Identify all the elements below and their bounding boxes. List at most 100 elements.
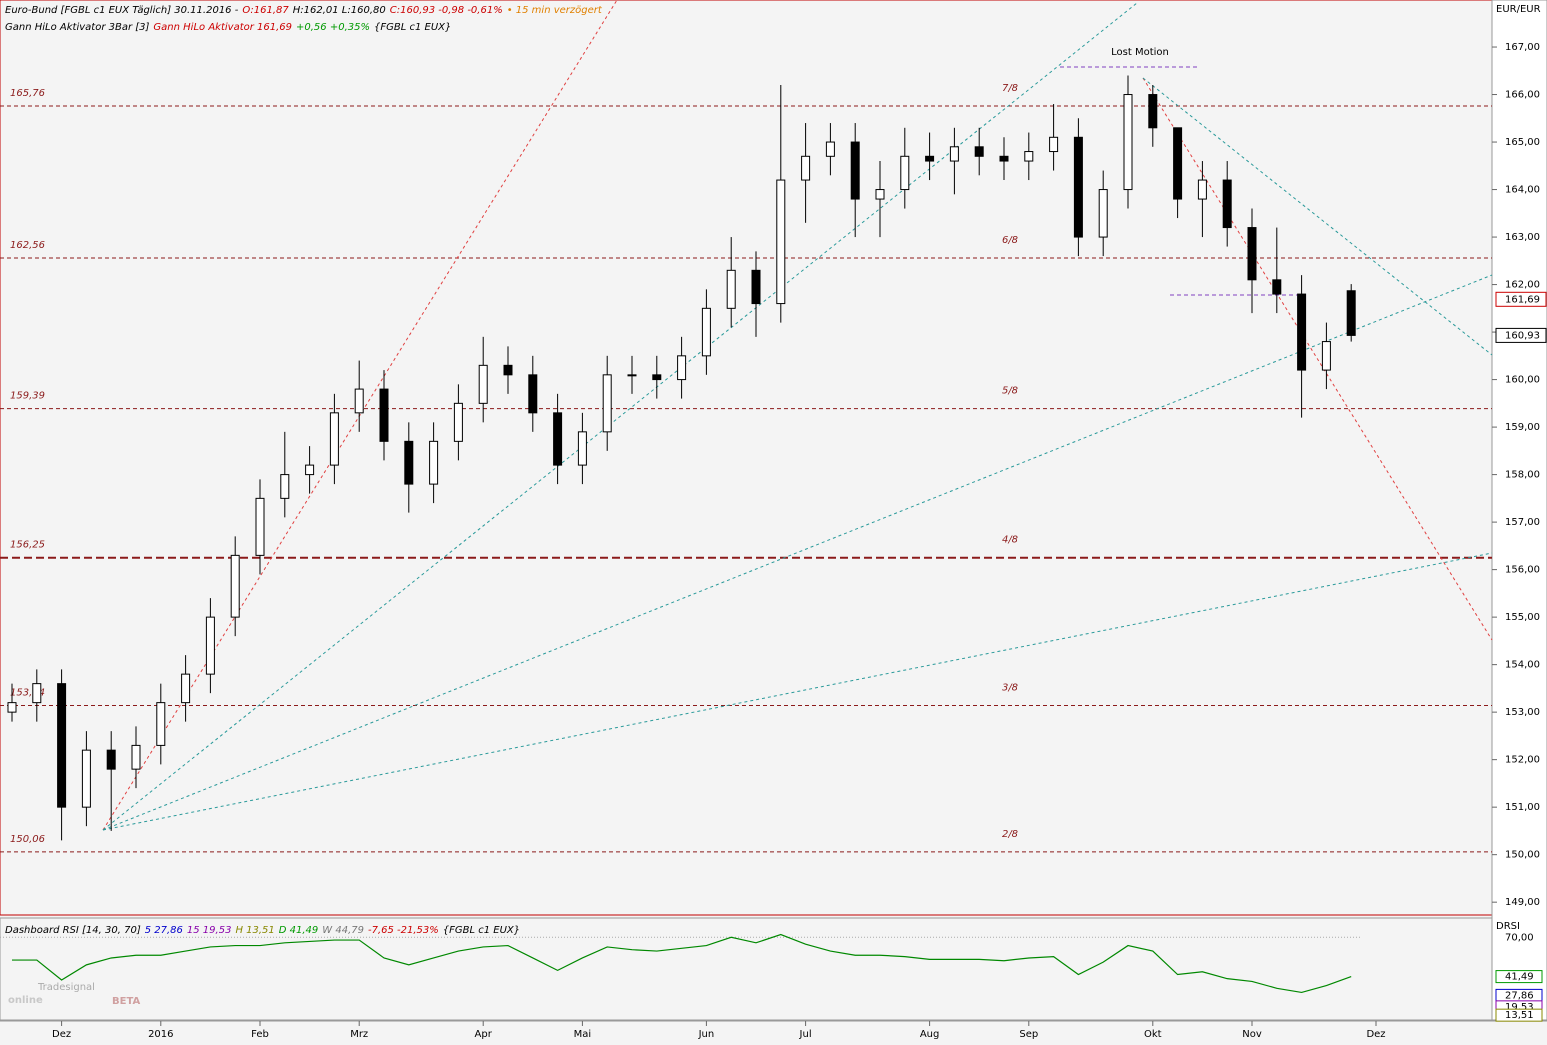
candle-body [329,412,339,466]
level-label: 162,56 [10,240,45,251]
candle-body [999,155,1009,162]
candle-body [974,146,984,157]
rsi-line [12,933,1352,994]
candle-body [726,269,736,309]
header-text: H 13,51 [235,925,275,936]
candle-body [1049,136,1059,153]
y-tick-label: 156,00 [1505,565,1540,576]
rsi-marker-label: 19,53 [1505,1002,1534,1013]
y-tick-label: 153,00 [1505,707,1540,718]
x-tick-label: Feb [251,1029,269,1040]
x-tick-label: Apr [475,1029,493,1040]
x-tick-label: Mai [574,1029,592,1040]
x-tick-label: Aug [920,1029,940,1040]
candle-body [1098,189,1108,238]
y-tick-label: 151,00 [1505,802,1540,813]
trend-line [1142,77,1493,641]
candle-body [181,673,191,704]
candle-body [131,744,141,770]
candle-body [404,440,414,485]
header-text: D 41,49 [278,925,319,936]
trend-line [1142,77,1493,356]
candle-body [156,702,166,746]
header-text: 5 27,86 [144,925,183,936]
candle-body [949,146,959,162]
y-unit: EUR/EUR [1496,4,1541,15]
candle-body [453,402,463,442]
candle-body [850,141,860,200]
y-tick-label: 162,00 [1505,280,1540,291]
level-fraction: 5/8 [1002,386,1018,397]
candle-body [875,189,885,200]
candle-body [1197,179,1207,200]
candle-body [32,683,42,704]
candle-body [776,179,786,305]
y-tick-label: 158,00 [1505,470,1540,481]
candle-body [354,388,364,414]
candle-body [900,155,910,191]
candle-body [1297,293,1307,371]
x-tick-label: Jul [799,1029,812,1040]
x-tick-label: Mrz [350,1029,368,1040]
x-tick-label: Nov [1242,1029,1262,1040]
candle-body [701,307,711,357]
x-tick-label: Dez [52,1029,71,1040]
header-text: C:160,93 -0,98 -0,61% [389,5,503,16]
candle-body [1247,227,1257,281]
candle-body [825,141,835,157]
candle-body [1123,94,1133,191]
header-text: H:162,01 L:160,80 [292,5,386,16]
y-tick-label: 152,00 [1505,755,1540,766]
candle-body [1073,136,1083,238]
header-text: Dashboard RSI [14, 30, 70] [5,925,141,936]
header-text: • 15 min verzögert [506,5,602,16]
header-text: Gann HiLo Aktivator 3Bar [3] [5,22,150,33]
level-label: 156,25 [10,540,45,551]
header-text: W 44,79 [322,925,364,936]
header-text: {FGBL c1 EUX} [442,925,521,936]
candle-body [1321,341,1331,371]
y-tick-label: 165,00 [1505,137,1540,148]
candle-body [57,683,67,808]
x-tick-label: 2016 [148,1029,173,1040]
level-fraction: 3/8 [1002,682,1018,693]
rsi-axis-label: DRSI [1496,921,1520,932]
price-marker [1495,327,1547,343]
candle-body [379,388,389,442]
y-tick-label: 154,00 [1505,660,1540,671]
candle-body [429,440,439,485]
y-tick-label: 150,00 [1505,850,1540,861]
rsi-tick-label: 70,00 [1505,932,1534,943]
rsi-marker-label: 13,51 [1505,1010,1534,1021]
header-line: Euro-Bund [FGBL c1 EUX Täglich] 30.11.20… [5,5,606,16]
level-fraction: 7/8 [1002,83,1018,94]
y-tick-label: 160,00 [1505,375,1540,386]
candle-body [553,412,563,466]
y-tick-label: 164,00 [1505,185,1540,196]
price-marker-label: 160,93 [1505,330,1540,341]
candle-body [1222,179,1232,229]
y-tick-label: 149,00 [1505,897,1540,908]
level-label: 165,76 [10,88,45,99]
candle-body [801,155,811,181]
level-fraction: 2/8 [1002,829,1018,840]
y-tick-label: 159,00 [1505,422,1540,433]
candle-body [751,269,761,305]
level-label: 150,06 [10,834,45,845]
rsi-header: Dashboard RSI [14, 30, 70] 5 27,86 15 19,5… [5,925,524,936]
candle-body [205,616,215,675]
rsi-marker-label: 27,86 [1505,990,1534,1001]
x-tick-label: Okt [1144,1029,1162,1040]
header-line: Gann HiLo Aktivator 3Bar [3] Gann HiLo Ak… [5,22,455,33]
candle-body [1272,279,1282,295]
header-text: O:161,87 [242,5,289,16]
candle-body [106,749,116,770]
candle-body [528,374,538,414]
rsi-area [0,917,1493,1021]
candle-body [230,554,240,618]
candle-body [1173,127,1183,200]
level-label: 159,39 [10,391,45,402]
y-tick-label: 167,00 [1505,42,1540,53]
candle-body [1024,151,1034,162]
